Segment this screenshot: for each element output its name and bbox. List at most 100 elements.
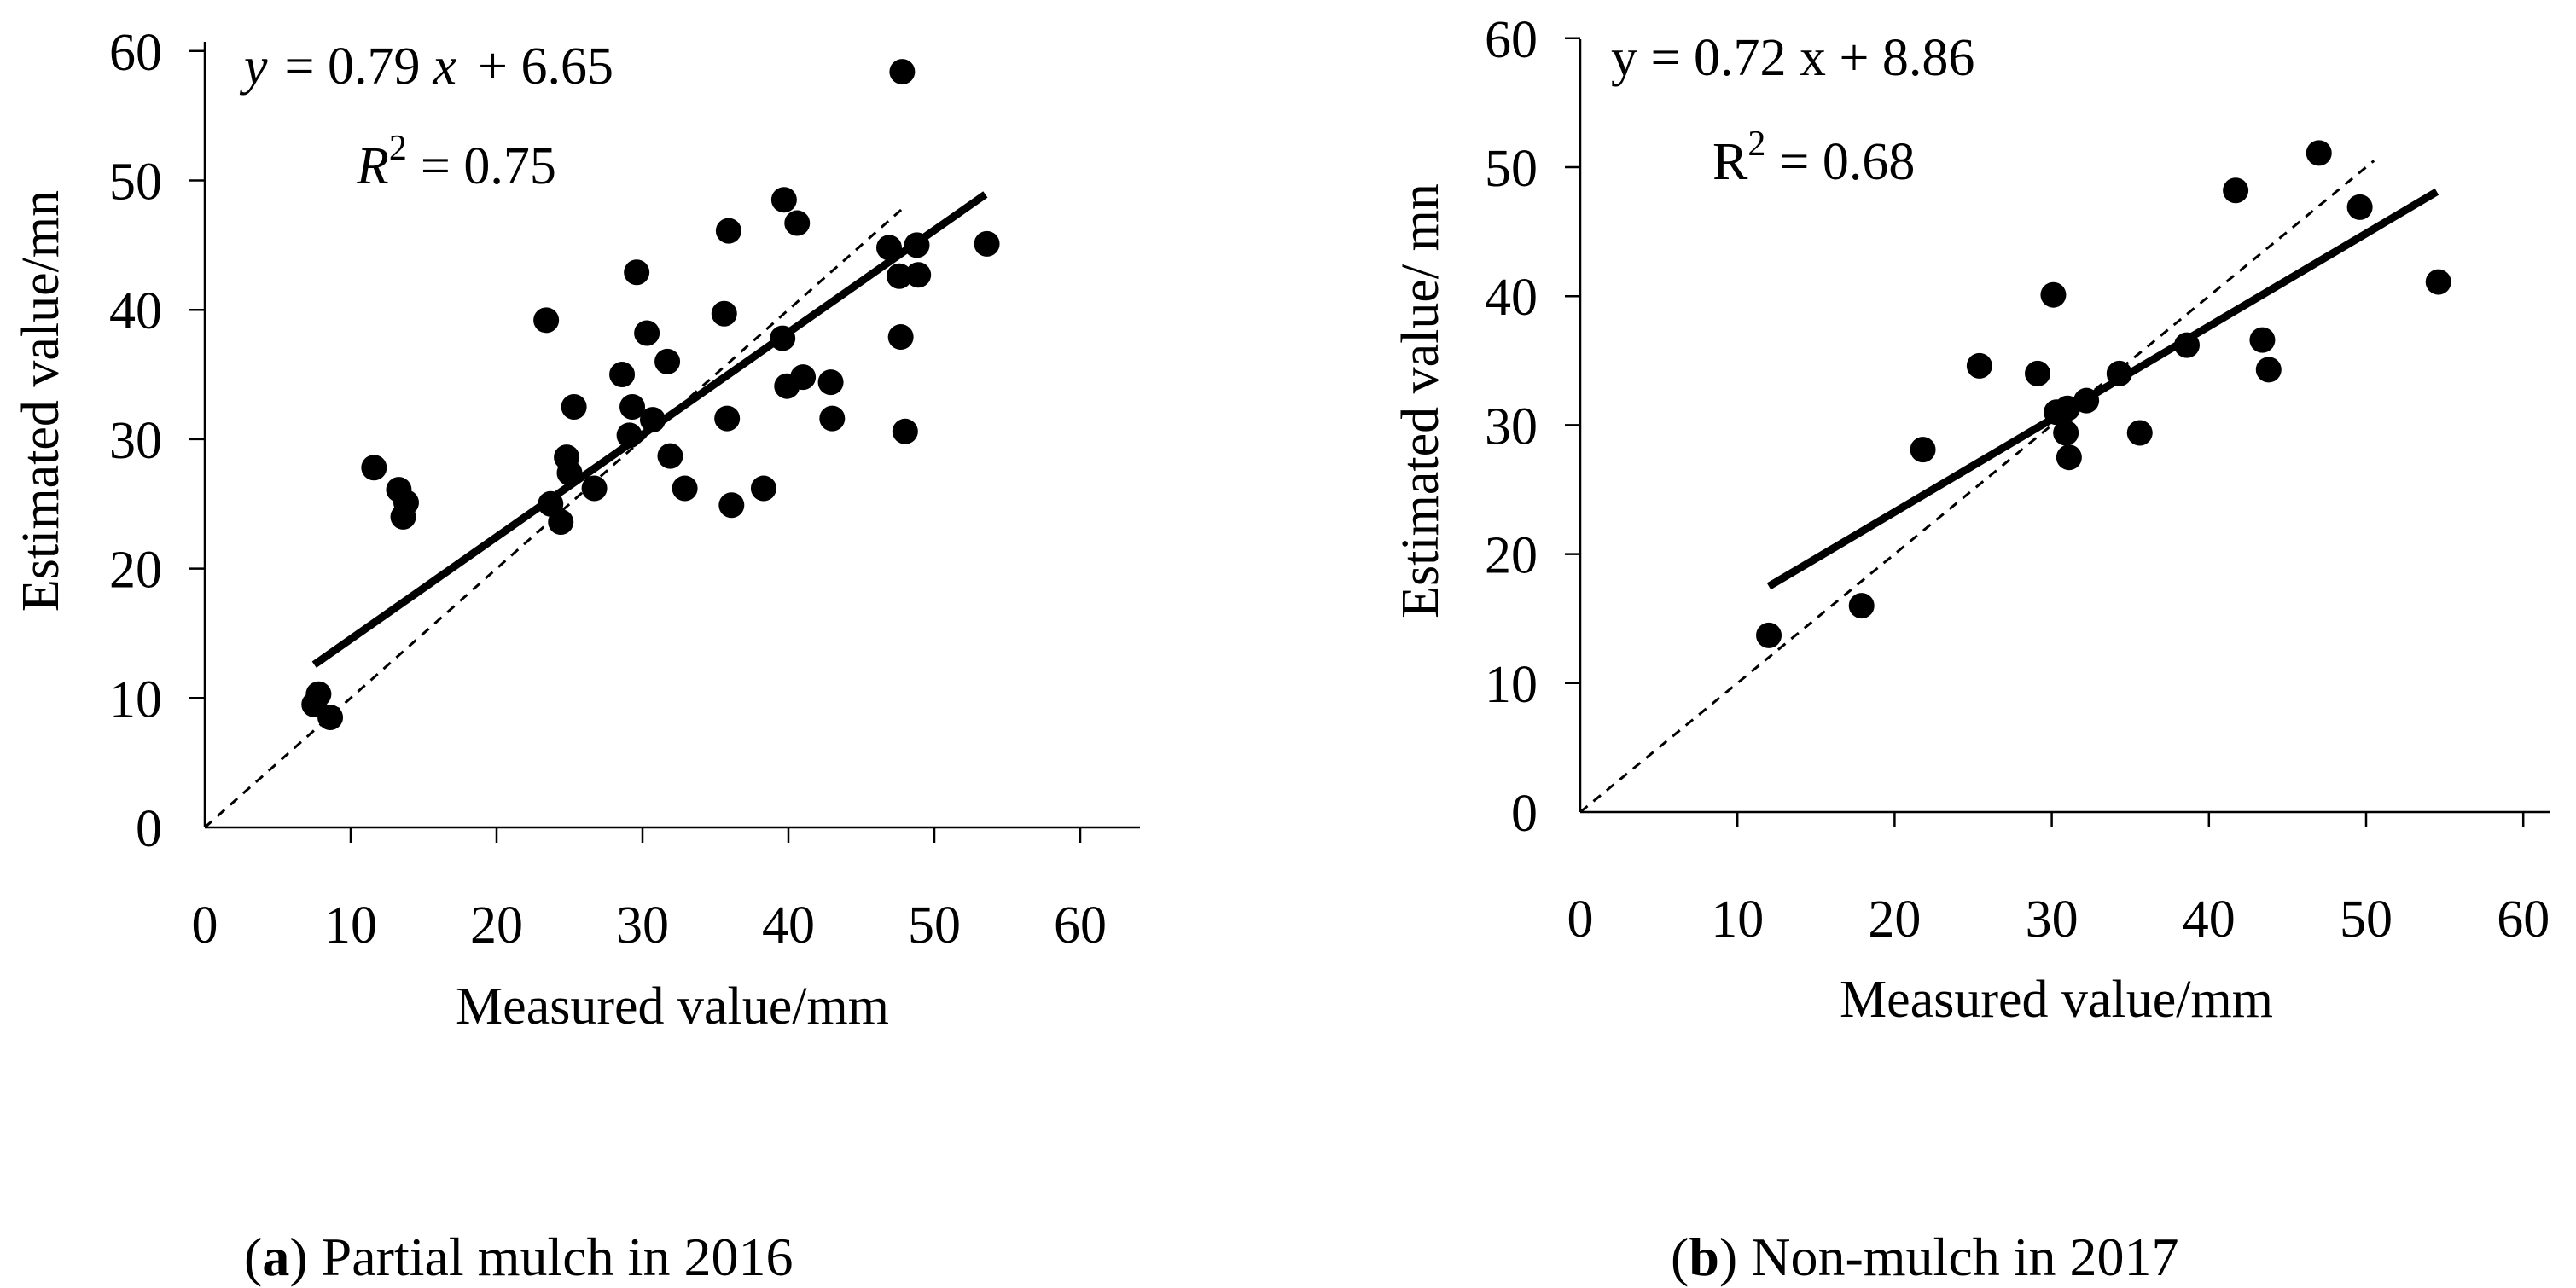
panel-b-x-tick-label: 10 bbox=[1711, 891, 1764, 949]
panel-a-data-point bbox=[819, 405, 846, 432]
panel-a-r2-var: R bbox=[356, 137, 389, 195]
panel-b-data-point bbox=[2425, 269, 2451, 295]
panel-a-x-tick-label: 40 bbox=[762, 896, 815, 954]
panel-a-data-point bbox=[548, 508, 574, 535]
panel-b-xlabel: Measured value/mm bbox=[1840, 971, 2273, 1029]
panel-a-y-tick-label: 40 bbox=[109, 282, 162, 340]
panel-a-x-tick-label: 20 bbox=[470, 896, 523, 954]
panel-a-data-point bbox=[533, 307, 560, 334]
panel-a-data-point bbox=[711, 300, 737, 327]
panel-a-data-point bbox=[634, 320, 660, 346]
panel-b-x-tick-label: 60 bbox=[2497, 891, 2550, 949]
panel-b-data-point bbox=[2025, 360, 2051, 386]
panel-a-equation: y = 0.79 x + 6.65 bbox=[239, 38, 613, 96]
panel-b-r2: R2 = 0.68 bbox=[1712, 125, 1915, 191]
panel-a-x-tick-label: 0 bbox=[192, 896, 218, 954]
panel-b-data-point bbox=[1910, 437, 1936, 463]
panel-b-data-point bbox=[2056, 444, 2082, 471]
panel-a-data-point bbox=[619, 393, 646, 420]
panel-b-data-point bbox=[1756, 622, 1782, 648]
panel-b-data-point bbox=[2223, 177, 2249, 204]
panel-a-label: a bbox=[262, 1227, 289, 1287]
panel-a-data-point bbox=[393, 490, 419, 516]
panel-a-eq-y: y bbox=[239, 38, 268, 96]
panel-b-data-point bbox=[2346, 194, 2373, 220]
panel-b-x-tick-label: 40 bbox=[2183, 891, 2236, 949]
panel-b-r2-sup: 2 bbox=[1747, 125, 1765, 164]
panel-b-y-tick-label: 10 bbox=[1485, 656, 1538, 714]
panel-a-data-point bbox=[361, 455, 387, 481]
panel-a-y-tick-label: 60 bbox=[109, 24, 162, 82]
panel-a-r2-sup: 2 bbox=[389, 129, 407, 168]
panel-a-caption-text: Partial mulch in 2016 bbox=[322, 1227, 794, 1287]
panel-b-x-tick-label: 50 bbox=[2340, 891, 2393, 949]
panel-b-fit-line bbox=[1766, 188, 2439, 590]
panel-b-x-tick-label: 30 bbox=[2026, 891, 2079, 949]
panel-a: 0 10 20 30 40 50 60 0 10 20 30 40 50 60 y = 0.79 x + 6.6… bbox=[12, 24, 1140, 1287]
panel-b-data-point bbox=[2249, 327, 2276, 353]
panel-a-eq-intercept: + 6.65 bbox=[478, 38, 613, 96]
panel-b: 0 10 20 30 40 50 60 0 10 20 30 40 50 60 y = 0.72 x + … bbox=[1392, 11, 2550, 1287]
panel-a-data-point bbox=[657, 443, 683, 469]
panel-b-reference-line bbox=[1579, 160, 2375, 814]
panel-a-x-tick-label: 30 bbox=[616, 896, 669, 954]
panel-b-data-point bbox=[2126, 420, 2153, 446]
panel-a-data-point bbox=[892, 418, 918, 444]
panel-a-fit-line bbox=[311, 191, 988, 668]
panel-a-data-point bbox=[887, 324, 914, 351]
panel-a-data-point bbox=[886, 263, 912, 289]
panel-a-reference-line bbox=[204, 205, 906, 829]
panel-b-data-point bbox=[2306, 140, 2332, 166]
panel-a-data-point bbox=[715, 218, 741, 244]
panel-b-y-tick-label: 0 bbox=[1511, 785, 1538, 843]
panel-a-x-tick-label: 10 bbox=[324, 896, 377, 954]
panel-a-data-point bbox=[624, 259, 650, 286]
panel-b-label: b bbox=[1689, 1227, 1719, 1287]
panel-b-ticks: 0 10 20 30 40 50 60 0 10 20 30 40 50 60 bbox=[1485, 11, 2550, 949]
panel-a-eq-x: x bbox=[433, 38, 457, 96]
panel-b-r2-value: = 0.68 bbox=[1779, 133, 1915, 191]
panel-b-points bbox=[1756, 140, 2451, 648]
panel-a-data-point bbox=[672, 475, 698, 502]
panel-b-caption: (b) Non-mulch in 2017 bbox=[1671, 1227, 2179, 1287]
panel-a-y-tick-label: 10 bbox=[109, 670, 162, 728]
panel-b-data-point bbox=[1848, 593, 1875, 619]
panel-a-data-point bbox=[974, 230, 1000, 257]
panel-a-y-tick-label: 0 bbox=[136, 800, 162, 858]
panel-b-y-tick-label: 60 bbox=[1485, 11, 1538, 69]
panel-b-x-tick-label: 0 bbox=[1567, 891, 1594, 949]
panel-a-data-point bbox=[905, 262, 932, 288]
panel-a-data-point bbox=[790, 364, 817, 391]
panel-a-data-point bbox=[714, 405, 741, 432]
panel-a-data-point bbox=[581, 475, 608, 502]
panel-a-data-point bbox=[770, 187, 797, 213]
panel-a-ticks: 0 10 20 30 40 50 60 0 10 20 30 40 50 60 bbox=[109, 24, 1107, 954]
panel-a-y-tick-label: 30 bbox=[109, 412, 162, 470]
panel-b-y-tick-label: 20 bbox=[1485, 527, 1538, 585]
panel-a-data-point bbox=[750, 475, 776, 502]
panel-a-points bbox=[301, 59, 1000, 731]
panel-a-caption: (a) Partial mulch in 2016 bbox=[244, 1227, 793, 1287]
panel-b-y-tick-label: 30 bbox=[1485, 397, 1538, 455]
panel-a-data-point bbox=[889, 59, 916, 85]
panel-a-x-tick-label: 60 bbox=[1054, 896, 1107, 954]
panel-a-y-tick-label: 20 bbox=[109, 542, 162, 600]
panel-a-ylabel: Estimated value/mn bbox=[12, 190, 70, 612]
panel-a-data-point bbox=[718, 492, 745, 519]
panel-a-data-point bbox=[817, 369, 844, 396]
panel-b-equation: y = 0.72 x + 8.86 bbox=[1611, 29, 1974, 87]
panel-a-data-point bbox=[305, 681, 332, 707]
panel-a-data-point bbox=[654, 348, 681, 374]
panel-a-r2: R2 = 0.75 bbox=[356, 129, 556, 195]
panel-a-r2-value: = 0.75 bbox=[421, 137, 556, 195]
panel-a-data-point bbox=[609, 362, 636, 388]
panel-b-data-point bbox=[1966, 352, 1992, 379]
panel-a-data-point bbox=[784, 210, 811, 236]
panel-a-data-point bbox=[561, 393, 587, 420]
panel-b-x-tick-label: 20 bbox=[1868, 891, 1921, 949]
panel-a-y-tick-label: 50 bbox=[109, 154, 162, 212]
panel-a-x-tick-label: 50 bbox=[908, 896, 961, 954]
panel-b-data-point bbox=[2255, 357, 2282, 383]
panel-b-y-tick-label: 40 bbox=[1485, 269, 1538, 327]
